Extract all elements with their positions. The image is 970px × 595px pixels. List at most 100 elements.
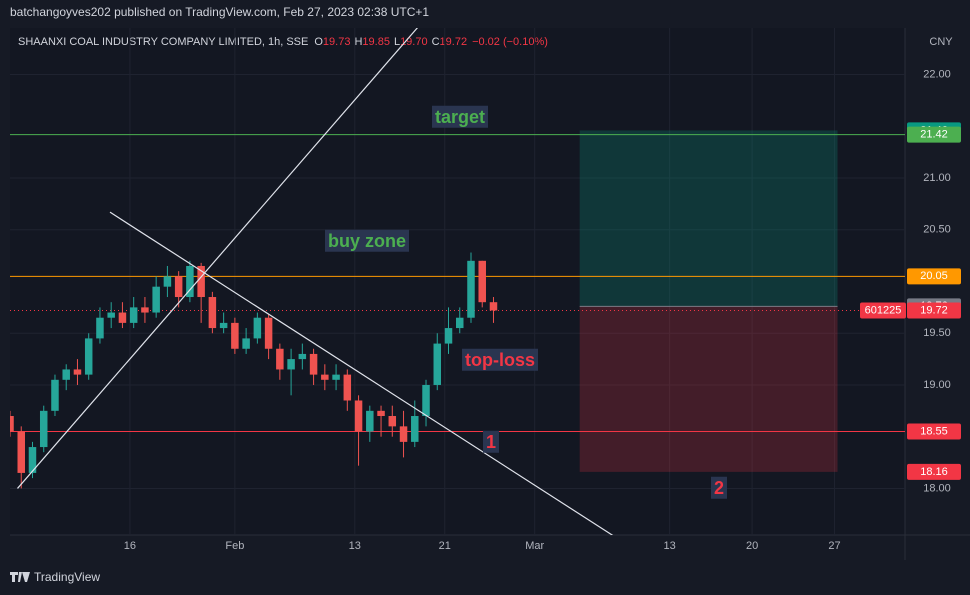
trend-line <box>17 28 418 489</box>
annotation-text: top-loss <box>465 350 535 370</box>
candle-body <box>388 416 397 427</box>
ohlc-key: C <box>432 36 440 48</box>
candle-body <box>433 343 442 385</box>
x-tick-label: 16 <box>124 540 136 552</box>
brand-logo <box>10 572 30 582</box>
annotation-text: buy zone <box>328 231 406 251</box>
candle-body <box>377 410 385 417</box>
candle-body <box>51 379 59 411</box>
y-tick-label: 22.00 <box>923 68 951 80</box>
candle-body <box>444 328 453 344</box>
legend: SHAANXI COAL INDUSTRY COMPANY LIMITED, 1… <box>18 36 548 48</box>
y-tick-label: 20.50 <box>923 224 951 236</box>
candle-body <box>107 312 115 318</box>
target-zone <box>579 130 838 307</box>
price-badge <box>907 126 961 143</box>
candle-body <box>321 374 329 380</box>
ohlc-key: H <box>354 36 362 48</box>
x-tick-label: 13 <box>349 540 361 552</box>
candle-body <box>96 317 104 339</box>
annotation-box <box>462 348 538 371</box>
price-badge-label: 21.42 <box>920 128 948 140</box>
candle-body <box>208 297 217 329</box>
candle-body <box>264 317 273 349</box>
candle-body <box>84 338 93 375</box>
x-tick-label: 20 <box>746 540 758 552</box>
candle-body <box>456 317 464 329</box>
price-badge-label: 19.72 <box>920 304 948 316</box>
candle-body <box>163 276 172 287</box>
candle-body <box>152 286 160 313</box>
price-badge <box>907 268 961 285</box>
annotation: buy zone <box>324 229 410 252</box>
symbol-badge <box>860 302 906 319</box>
x-tick-label: 21 <box>439 540 451 552</box>
annotation-box <box>482 430 500 453</box>
candle-body <box>309 353 318 375</box>
annotation-box <box>431 105 489 128</box>
ohlc-key: O <box>314 36 323 48</box>
candle-body <box>467 260 475 318</box>
change: −0.02 (−0.10%) <box>472 36 548 48</box>
annotation: 1 <box>482 430 500 453</box>
trend-line <box>109 211 614 535</box>
y-tick-label: 18.00 <box>923 482 951 494</box>
symbol-code: 601225 <box>865 304 902 316</box>
y-tick-label: 21.00 <box>923 172 951 184</box>
candle-body <box>174 276 183 298</box>
annotation-text: 2 <box>714 478 724 498</box>
candle-body <box>354 400 363 432</box>
candle-body <box>332 374 340 380</box>
candle-body <box>343 374 352 401</box>
candle-body <box>276 348 284 370</box>
ohlc-value: 19.73 <box>323 36 351 48</box>
candle-body <box>129 307 138 323</box>
candle-body <box>141 307 149 313</box>
ohlc-value: 19.72 <box>440 36 468 48</box>
annotation: 2 <box>710 476 728 499</box>
annotation-box <box>324 229 410 252</box>
footer-brand: TradingView <box>34 570 100 584</box>
candle-body <box>17 431 25 473</box>
candle-body <box>253 317 262 339</box>
candle-body <box>411 416 419 442</box>
candle-body <box>231 322 239 349</box>
candle-body <box>489 302 498 311</box>
price-badge-label: 20.05 <box>920 270 948 282</box>
candle-body <box>28 447 37 473</box>
candle-body <box>39 410 48 448</box>
y-tick-label: 19.00 <box>923 379 951 391</box>
candle-body <box>287 359 295 370</box>
price-badge-label: 18.16 <box>920 466 948 478</box>
ohlc-value: 19.70 <box>400 36 428 48</box>
candle-body <box>62 369 70 380</box>
plot <box>10 28 905 535</box>
annotation: top-loss <box>462 348 538 371</box>
ohlc-key: L <box>394 36 400 48</box>
publisher: batchangoyves202 published on TradingVie… <box>10 5 429 19</box>
annotation-text: target <box>435 107 485 127</box>
candle-body <box>219 322 228 329</box>
y-tick-label: 19.50 <box>923 327 951 339</box>
price-badge <box>907 463 961 480</box>
x-tick-label: 13 <box>664 540 676 552</box>
price-badge <box>907 423 961 440</box>
candle-body <box>366 410 374 432</box>
x-tick-label: Mar <box>525 540 544 552</box>
symbol: SHAANXI COAL INDUSTRY COMPANY LIMITED, 1… <box>18 36 308 48</box>
candle-body <box>422 384 430 417</box>
candle-body <box>118 312 127 323</box>
price-badge <box>907 302 961 319</box>
annotation: target <box>431 105 489 128</box>
x-tick-label: Feb <box>225 540 244 552</box>
candle-body <box>242 338 250 349</box>
candle-body <box>10 416 14 432</box>
candle-body <box>478 260 486 303</box>
candle-body <box>197 265 205 298</box>
price-badge-label: 18.55 <box>920 425 948 437</box>
candle-body <box>186 265 194 298</box>
annotation-box <box>710 476 728 499</box>
candle-body <box>73 369 82 375</box>
currency: CNY <box>929 36 953 48</box>
